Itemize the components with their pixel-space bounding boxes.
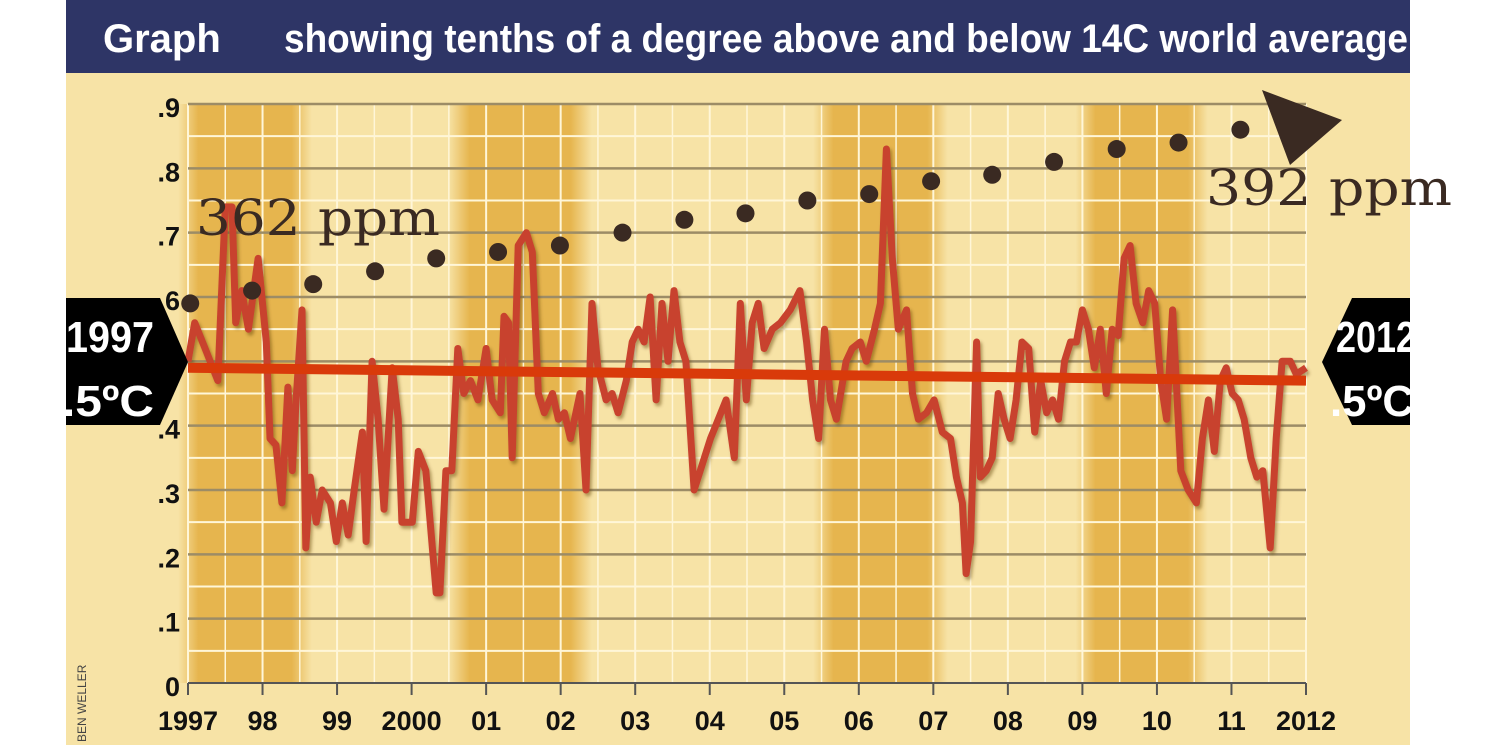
right-margin bbox=[1410, 290, 1497, 430]
y-tick-label: .2 bbox=[157, 543, 180, 573]
x-tick-label: 99 bbox=[322, 706, 352, 736]
x-tick-label: 06 bbox=[844, 706, 874, 736]
co2-dot bbox=[1045, 152, 1064, 171]
title-left: Graph bbox=[103, 17, 221, 61]
co2-dot bbox=[489, 242, 508, 261]
y-tick-label: .1 bbox=[157, 608, 180, 638]
y-tick-label: .4 bbox=[157, 415, 180, 445]
trend-line bbox=[187, 362, 1307, 386]
end-temp-label: .5ºC bbox=[1330, 377, 1414, 426]
x-tick-label: 98 bbox=[248, 706, 278, 736]
left-margin bbox=[0, 290, 66, 430]
co2-dot bbox=[304, 275, 323, 294]
co2-dot bbox=[613, 223, 632, 242]
co2-dot bbox=[922, 172, 941, 191]
end-ppm-annotation: 392 ppm bbox=[1206, 159, 1452, 217]
co2-dot bbox=[1107, 140, 1126, 159]
x-tick-label: 1997 bbox=[158, 706, 218, 736]
y-tick-label: .7 bbox=[157, 222, 180, 252]
co2-dot bbox=[1231, 120, 1250, 139]
y-tick-label: .9 bbox=[157, 93, 180, 123]
start-temp-label: .5ºC bbox=[62, 377, 154, 426]
x-tick-label: 2012 bbox=[1276, 706, 1336, 736]
co2-dot bbox=[798, 191, 817, 210]
start-ppm-annotation: 362 ppm bbox=[196, 189, 440, 247]
y-tick-label: .3 bbox=[157, 479, 180, 509]
credit-label: BEN WELLER bbox=[75, 664, 89, 742]
x-tick-label: 03 bbox=[620, 706, 650, 736]
temperature-line bbox=[184, 145, 1308, 597]
x-tick-label: 2000 bbox=[382, 706, 442, 736]
y-tick-label: 0 bbox=[165, 672, 180, 702]
co2-dot bbox=[675, 210, 694, 229]
x-tick-label: 08 bbox=[993, 706, 1023, 736]
x-tick-label: 09 bbox=[1067, 706, 1097, 736]
co2-dot bbox=[736, 204, 755, 223]
x-tick-label: 02 bbox=[546, 706, 576, 736]
co2-dot bbox=[366, 262, 385, 281]
co2-arrow-icon bbox=[1262, 90, 1342, 165]
y-tick-label: .8 bbox=[157, 157, 180, 187]
start-year-label: 1997 bbox=[66, 313, 154, 362]
co2-dot bbox=[860, 185, 879, 204]
co2-dot bbox=[983, 165, 1002, 184]
x-tick-label: 10 bbox=[1142, 706, 1172, 736]
x-tick-label: 07 bbox=[918, 706, 948, 736]
co2-dot bbox=[427, 249, 446, 268]
x-tick-label: 11 bbox=[1217, 706, 1246, 736]
x-tick-label: 04 bbox=[695, 706, 725, 736]
start-badge: 1997 .5ºC bbox=[62, 298, 188, 426]
chart-title: showing tenths of a degree above and bel… bbox=[284, 17, 1408, 61]
co2-dot bbox=[550, 236, 569, 255]
x-tick-label: 05 bbox=[769, 706, 799, 736]
x-tick-label: 01 bbox=[471, 706, 501, 736]
end-year-label: 2012 bbox=[1336, 313, 1416, 362]
co2-dot bbox=[243, 281, 262, 300]
end-badge: 2012 .5ºC bbox=[1322, 298, 1416, 426]
co2-dot bbox=[181, 294, 200, 313]
co2-dot bbox=[1169, 133, 1188, 152]
title-bar bbox=[66, 0, 1410, 73]
